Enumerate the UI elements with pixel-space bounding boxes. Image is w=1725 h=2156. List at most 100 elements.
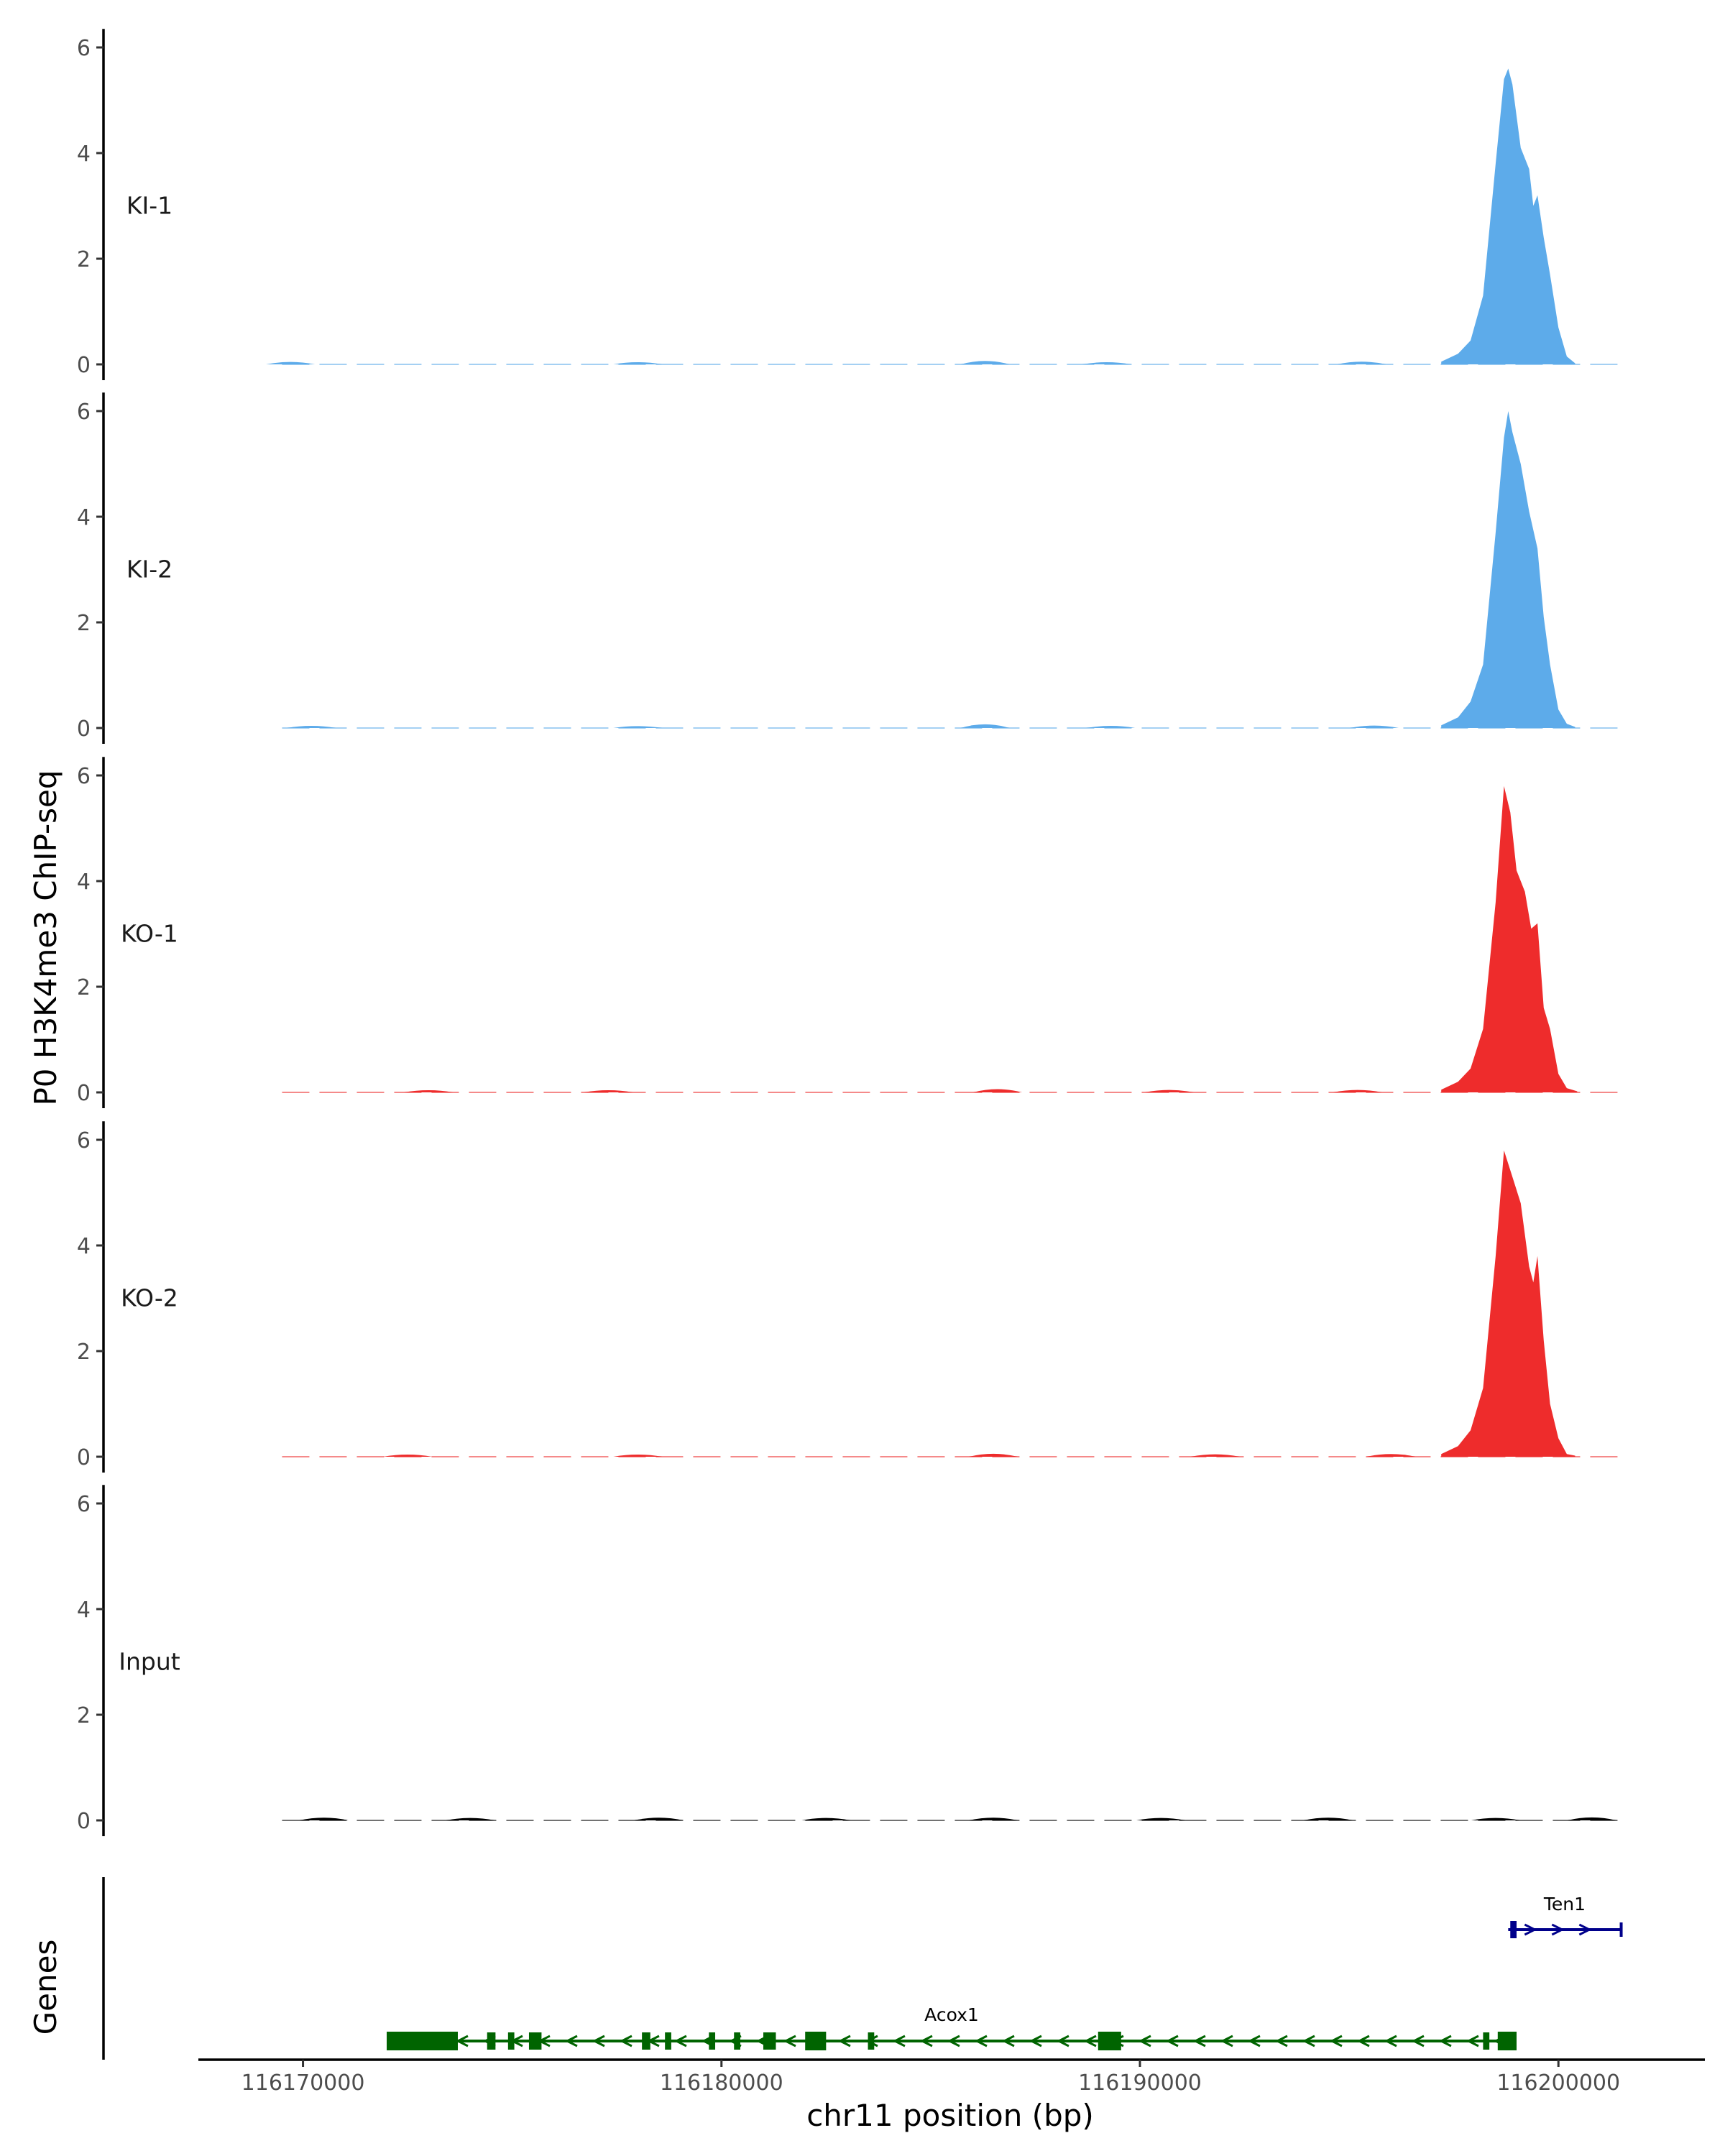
signal-bump: [634, 1818, 684, 1820]
y-tick-label: 0: [77, 1809, 91, 1834]
signal-bump: [1082, 362, 1131, 364]
signal-bump: [960, 361, 1010, 364]
exon: [709, 2032, 716, 2050]
gene-acox1: Acox1: [387, 2004, 1517, 2050]
tracks-layer: 0 2 4 6 KI-1 0 2 4 6 KI-2 0 2 4 6 KO-1 0 2 4 6 KO-2 0 2 4 6 Inpu…: [77, 29, 1622, 1836]
strand-arrow: [1551, 1923, 1565, 1936]
y-tick-label: 0: [77, 717, 91, 742]
gene-label: Ten1: [1543, 1894, 1586, 1915]
signal-bump: [1304, 1818, 1353, 1820]
strand-arrow: [865, 2035, 878, 2047]
gene-annotation-panel: Acox1 Ten1: [102, 1877, 1623, 2060]
y-tick-label: 2: [77, 1703, 91, 1728]
signal-bump: [969, 1818, 1018, 1820]
y-tick-label: 4: [77, 870, 91, 895]
y-tick-label: 2: [77, 1340, 91, 1365]
strand-arrow: [1329, 2035, 1343, 2047]
signal-bump: [960, 724, 1010, 728]
strand-arrow: [619, 2035, 632, 2047]
signal-bump: [1333, 1089, 1382, 1092]
strand-arrow: [1138, 2035, 1151, 2047]
y-tick-label: 0: [77, 353, 91, 378]
gene-label: Acox1: [924, 2004, 979, 2025]
strand-arrow: [1056, 2035, 1070, 2047]
signal-bump: [266, 361, 316, 364]
x-tick-label: 116170000: [242, 2070, 365, 2096]
track-ko-1: 0 2 4 6 KO-1: [77, 757, 1622, 1108]
signal-bump: [1567, 1817, 1616, 1820]
exon: [805, 2032, 827, 2050]
signal-bump: [1350, 725, 1399, 728]
strand-arrow: [1524, 1923, 1537, 1936]
strand-arrow: [1220, 2035, 1233, 2047]
y-tick-label: 6: [77, 36, 91, 61]
exon: [507, 2032, 515, 2050]
exon: [1483, 2032, 1490, 2050]
strand-arrow: [1356, 2035, 1370, 2047]
x-tick-label: 116200000: [1496, 2070, 1620, 2096]
strand-arrow: [1029, 2035, 1042, 2047]
signal-bump: [1366, 1454, 1416, 1457]
signal-peak: [1441, 1150, 1576, 1457]
y-tick-label: 0: [77, 1081, 91, 1106]
signal-peak: [1441, 68, 1576, 365]
y-tick-label: 2: [77, 975, 91, 1000]
y-tick-label: 2: [77, 247, 91, 272]
x-axis-title: chr11 position (bp): [806, 2098, 1094, 2133]
strand-arrow: [564, 2035, 578, 2047]
strand-arrow: [1411, 2035, 1425, 2047]
signal-peak: [1441, 411, 1576, 728]
y-tick-label: 4: [77, 1598, 91, 1623]
signal-bump: [287, 726, 336, 728]
strand-arrow: [1247, 2035, 1261, 2047]
strand-arrow: [1001, 2035, 1015, 2047]
strand-arrow: [1083, 2035, 1097, 2047]
track-label: Input: [119, 1648, 180, 1676]
strand-arrow: [1302, 2035, 1315, 2047]
y-tick-label: 4: [77, 505, 91, 530]
y-tick-label: 4: [77, 142, 91, 167]
exon: [528, 2032, 542, 2050]
strand-arrow: [1165, 2035, 1179, 2047]
signal-bump: [801, 1818, 851, 1820]
signal-bump: [969, 1453, 1018, 1457]
track-ki-1: 0 2 4 6 KI-1: [77, 29, 1622, 380]
y-tick-label: 6: [77, 1128, 91, 1153]
strand-arrow: [1192, 2035, 1206, 2047]
signal-bump: [584, 1090, 633, 1092]
signal-bump: [613, 362, 663, 364]
strand-arrow: [673, 2035, 687, 2047]
signal-bump: [383, 1455, 433, 1457]
strand-arrow: [783, 2035, 796, 2047]
exon: [1098, 2032, 1121, 2050]
signal-bump: [1144, 1089, 1194, 1092]
strand-arrow: [592, 2035, 605, 2047]
strand-arrow: [1466, 2035, 1479, 2047]
gene-ten1: Ten1: [1508, 1894, 1623, 1938]
strand-arrow: [1274, 2035, 1288, 2047]
strand-arrow: [974, 2035, 988, 2047]
exon: [642, 2032, 650, 2050]
y-axis-title: P0 H3K4me3 ChIP-seq: [28, 770, 63, 1105]
signal-bump: [1190, 1454, 1240, 1457]
track-label: KO-1: [121, 920, 178, 948]
signal-bump: [446, 1818, 495, 1820]
strand-arrow: [1384, 2035, 1397, 2047]
strand-arrow: [892, 2035, 906, 2047]
signal-bump: [299, 1818, 349, 1820]
strand-arrow: [837, 2035, 851, 2047]
track-ki-2: 0 2 4 6 KI-2: [77, 392, 1622, 744]
x-axis: 116170000 116180000 116190000 116200000: [198, 2058, 1705, 2096]
strand-arrow: [947, 2035, 960, 2047]
exon: [387, 2032, 458, 2050]
track-label: KI-2: [126, 556, 172, 584]
signal-bump: [1136, 1818, 1186, 1820]
strand-arrow: [1438, 2035, 1452, 2047]
exon: [665, 2032, 671, 2050]
x-tick-label: 116180000: [660, 2070, 783, 2096]
signal-peak: [1441, 786, 1578, 1092]
signal-bump: [973, 1089, 1023, 1092]
y-tick-label: 6: [77, 400, 91, 425]
